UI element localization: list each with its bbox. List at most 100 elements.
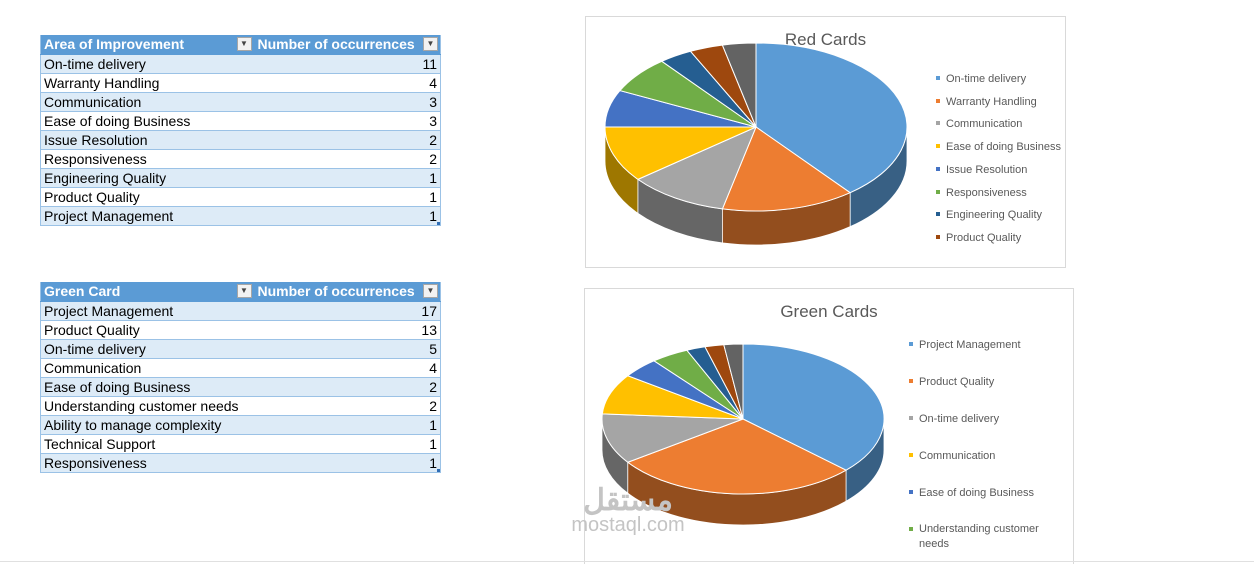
row-label-cell[interactable]: Warranty Handling <box>40 73 255 93</box>
legend-swatch <box>936 144 940 149</box>
table-row: Communication 3 <box>40 92 441 112</box>
row-label-cell[interactable]: Ease of doing Business <box>40 377 255 397</box>
legend-entry[interactable]: Issue Resolution <box>936 164 1027 176</box>
row-value-cell[interactable]: 5 <box>254 339 441 359</box>
row-label-cell[interactable]: Project Management <box>40 301 255 321</box>
row-value-cell[interactable]: 3 <box>254 92 441 112</box>
pie-slice[interactable]: On-time delivery: 11 <box>755 42 908 194</box>
header-label-count: Number of occurrences <box>257 36 415 53</box>
pie-slice[interactable]: Product Quality: 13 <box>626 418 848 495</box>
pie-slice[interactable]: Communication: 3 <box>636 126 757 210</box>
chart-title: Green Cards <box>780 302 878 321</box>
pie-slice[interactable]: On-time delivery: 5 <box>601 413 744 463</box>
chart-title: Red Cards <box>784 30 867 49</box>
legend-swatch <box>936 76 940 81</box>
header-label-count: Number of occurrences <box>257 283 415 300</box>
row-label-cell[interactable]: Communication <box>40 92 255 112</box>
green-cards-table: Green Card ▼ Number of occurrences ▼ Pro… <box>40 282 441 473</box>
table-row: Engineering Quality 1 <box>40 168 441 188</box>
row-label-cell[interactable]: Responsiveness <box>40 149 255 169</box>
row-value-cell[interactable]: 4 <box>254 358 441 378</box>
pie-slice[interactable]: Warranty Handling: 4 <box>721 126 852 212</box>
legend-entry[interactable]: Product Quality <box>936 232 1021 244</box>
table-row: Warranty Handling 4 <box>40 73 441 93</box>
table-row: Technical Support 1 <box>40 434 441 454</box>
row-value-cell[interactable]: 1 <box>254 415 441 435</box>
filter-dropdown-icon[interactable]: ▼ <box>236 37 252 51</box>
legend-swatch <box>936 166 940 171</box>
table-row: Responsiveness 1 <box>40 453 441 473</box>
legend-entry[interactable]: Engineering Quality <box>936 209 1042 221</box>
divider <box>0 561 1254 562</box>
row-value-cell[interactable]: 2 <box>254 130 441 150</box>
legend-label: Product Quality <box>919 376 995 388</box>
mostaql-watermark: مستقل mostaql.com <box>548 483 708 537</box>
legend-entry[interactable]: Responsiveness <box>936 187 1027 199</box>
row-value-cell[interactable]: 2 <box>254 149 441 169</box>
table-header-row: Green Card ▼ Number of occurrences ▼ <box>40 282 441 302</box>
legend-swatch <box>909 453 913 458</box>
row-label-cell[interactable]: Engineering Quality <box>40 168 255 188</box>
row-label-cell[interactable]: Communication <box>40 358 255 378</box>
row-label-cell[interactable]: Product Quality <box>40 187 255 207</box>
sort-descending-filter-icon[interactable]: ▼ <box>423 37 438 51</box>
header-cell-count: Number of occurrences ▼ <box>254 35 441 55</box>
row-label-cell[interactable]: Project Management <box>40 206 255 226</box>
header-cell-count: Number of occurrences ▼ <box>254 282 441 302</box>
legend-entry[interactable]: Communication <box>909 450 995 462</box>
row-value-cell[interactable]: 4 <box>254 73 441 93</box>
pie-slice[interactable]: Project Management: 17 <box>742 343 885 471</box>
row-label-cell[interactable]: Issue Resolution <box>40 130 255 150</box>
row-label-cell[interactable]: On-time delivery <box>40 339 255 359</box>
legend-label: Warranty Handling <box>946 95 1037 108</box>
row-value-cell[interactable]: 1 <box>254 434 441 454</box>
legend-entry[interactable]: Warranty Handling <box>936 96 1037 108</box>
row-value-cell[interactable]: 1 <box>254 168 441 188</box>
filter-dropdown-icon[interactable]: ▼ <box>236 284 252 298</box>
row-label-cell[interactable]: Ability to manage complexity <box>40 415 255 435</box>
legend-entry[interactable]: Ease of doing Business <box>936 141 1061 153</box>
row-value-cell[interactable]: 11 <box>254 54 441 74</box>
row-value-cell[interactable]: 13 <box>254 320 441 340</box>
row-value-cell[interactable]: 3 <box>254 111 441 131</box>
row-value-cell[interactable]: 1 <box>254 453 441 473</box>
row-label-cell[interactable]: Ease of doing Business <box>40 111 255 131</box>
header-label-area: Area of Improvement <box>44 36 185 53</box>
table-row: On-time delivery 5 <box>40 339 441 359</box>
legend-label: Project Management <box>919 339 1021 351</box>
legend-entry[interactable]: On-time delivery <box>936 73 1026 85</box>
row-label-cell[interactable]: Responsiveness <box>40 453 255 473</box>
row-label-cell[interactable]: On-time delivery <box>40 54 255 74</box>
legend-entry[interactable]: Ease of doing Business <box>909 487 1034 499</box>
table-row: Ability to manage complexity 1 <box>40 415 441 435</box>
legend-label: Ease of doing Business <box>946 141 1061 154</box>
legend-swatch <box>909 379 913 384</box>
pie-slice[interactable]: Responsiveness: 1 <box>723 343 744 420</box>
table-row: Product Quality 1 <box>40 187 441 207</box>
row-value-cell[interactable]: 2 <box>254 377 441 397</box>
row-label-cell[interactable]: Understanding customer needs <box>40 396 255 416</box>
pie-slice[interactable]: Ease of doing Business: 3 <box>604 126 757 180</box>
legend-swatch <box>909 490 913 495</box>
row-value-cell[interactable]: 17 <box>254 301 441 321</box>
row-value-cell[interactable]: 1 <box>254 206 441 226</box>
row-value-cell[interactable]: 1 <box>254 187 441 207</box>
pie-slice[interactable]: Project Management: 1 <box>721 42 757 128</box>
table-resize-handle[interactable] <box>437 468 440 471</box>
legend-entry[interactable]: Product Quality <box>909 376 994 388</box>
table-row: Project Management 17 <box>40 301 441 321</box>
legend-entry[interactable]: Project Management <box>909 339 1021 351</box>
legend-entry[interactable]: On-time delivery <box>909 413 999 425</box>
table-resize-handle[interactable] <box>437 221 440 224</box>
row-label-cell[interactable]: Product Quality <box>40 320 255 340</box>
legend-label: Engineering Quality <box>946 209 1043 222</box>
legend-entry[interactable]: Communication <box>936 118 1022 130</box>
row-value-cell[interactable]: 2 <box>254 396 441 416</box>
row-label-cell[interactable]: Technical Support <box>40 434 255 454</box>
table-header-row: Area of Improvement ▼ Number of occurren… <box>40 35 441 55</box>
legend-entry[interactable]: Understanding customer needs <box>909 523 1047 552</box>
green-cards-chart[interactable]: Green Cards Project Management: 17Produc… <box>584 288 1074 564</box>
table-row: Responsiveness 2 <box>40 149 441 169</box>
sort-descending-filter-icon[interactable]: ▼ <box>423 284 438 298</box>
